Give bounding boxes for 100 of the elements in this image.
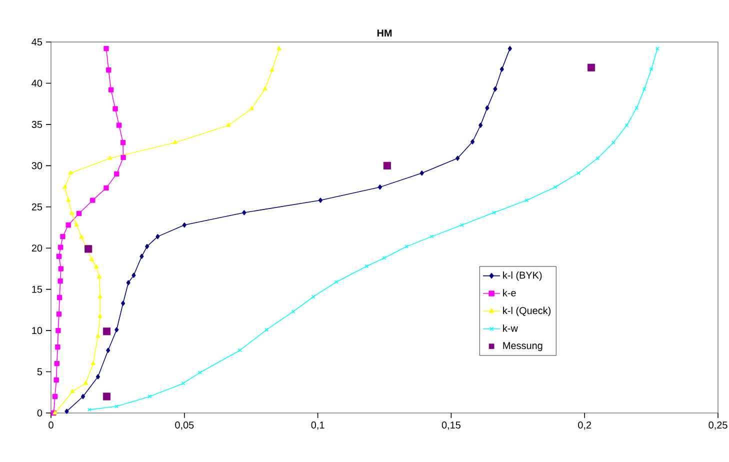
point [624, 123, 629, 128]
point [98, 294, 102, 298]
legend-label: Messung [503, 342, 542, 352]
point [126, 280, 130, 286]
point [456, 156, 460, 161]
point [262, 86, 268, 90]
y-tick-label: 10 [32, 327, 42, 334]
point [70, 388, 75, 394]
point [508, 46, 512, 52]
point [66, 198, 71, 202]
point [108, 87, 114, 92]
point [98, 314, 102, 318]
x-tick-label: 0,25 [708, 422, 728, 430]
point [611, 140, 616, 145]
y-tick-label: 5 [37, 368, 42, 376]
point [90, 360, 96, 366]
point [493, 86, 498, 92]
point [198, 370, 202, 375]
point [104, 46, 109, 52]
point [112, 106, 118, 112]
x-tick-label: 0,1 [311, 422, 324, 430]
point [56, 328, 61, 334]
point [145, 244, 150, 250]
point [182, 222, 186, 228]
y-tick-label: 30 [32, 162, 42, 170]
point [55, 344, 60, 350]
point [96, 334, 100, 338]
point [104, 185, 109, 191]
point [492, 210, 496, 215]
y-tick-label: 35 [32, 120, 42, 128]
point [106, 67, 112, 73]
point [102, 392, 111, 400]
point [58, 244, 64, 250]
point [156, 234, 160, 240]
legend-label: k-w [503, 324, 518, 332]
y-tick-label: 0 [37, 409, 42, 417]
point [56, 294, 62, 300]
x-tick-label: 0,2 [578, 422, 592, 430]
point [62, 184, 68, 189]
y-tick-label: 40 [32, 80, 42, 87]
point [172, 140, 178, 144]
point [83, 380, 88, 385]
point [596, 156, 600, 160]
point [108, 156, 112, 160]
point [311, 294, 316, 299]
point [140, 254, 144, 259]
legend-label: k-l (BYK) [503, 271, 542, 281]
legend-label: k-l (Queck) [503, 306, 551, 316]
point [114, 404, 119, 408]
point [96, 374, 100, 380]
point [478, 122, 483, 128]
point [132, 272, 136, 278]
chart-title: HM [377, 30, 392, 36]
point [64, 408, 69, 414]
point [420, 170, 424, 176]
point [84, 245, 92, 253]
point [383, 162, 391, 170]
point [58, 266, 64, 272]
x-tick-label: 0,15 [442, 422, 460, 430]
point [318, 198, 323, 203]
point [485, 105, 490, 111]
point [56, 254, 62, 259]
point [74, 222, 79, 227]
y-tick-label: 45 [32, 38, 42, 46]
point [181, 381, 186, 386]
point [68, 170, 74, 175]
point [79, 234, 84, 239]
point [96, 274, 102, 278]
point [238, 348, 242, 352]
point [120, 300, 126, 306]
point [378, 184, 382, 190]
point [500, 66, 504, 72]
point [114, 171, 120, 176]
point [270, 67, 274, 72]
x-tick-label: 0,05 [175, 422, 194, 430]
point [276, 46, 282, 50]
point [242, 210, 246, 216]
point [576, 171, 580, 176]
point [106, 348, 110, 353]
point [60, 234, 66, 240]
y-tick-label: 20 [32, 244, 42, 252]
point [114, 327, 119, 332]
point [120, 154, 126, 160]
point [94, 264, 99, 269]
point [58, 278, 63, 284]
point [90, 257, 94, 262]
legend-label: k-e [503, 289, 516, 296]
point [76, 210, 82, 216]
point [226, 122, 231, 127]
point [70, 210, 74, 215]
point [90, 198, 96, 203]
point [52, 394, 58, 400]
y-tick-label: 15 [32, 286, 42, 293]
y-tick-label: 25 [32, 203, 42, 210]
point [120, 140, 126, 146]
point [54, 360, 60, 366]
point [649, 67, 654, 72]
point [54, 377, 59, 383]
point [249, 106, 254, 110]
point [56, 311, 62, 317]
